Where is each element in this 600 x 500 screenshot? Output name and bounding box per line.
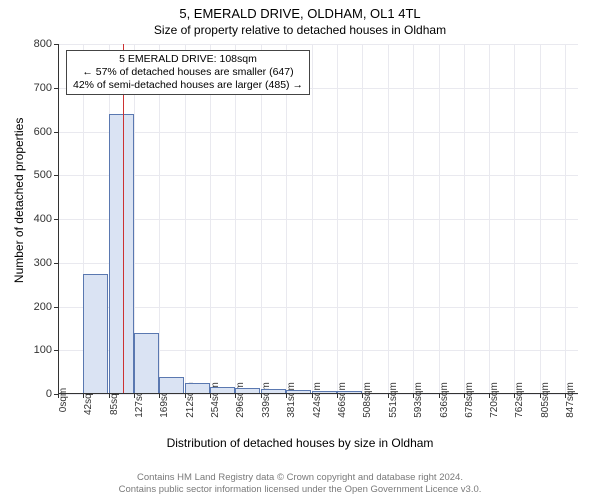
x-tick-label: 381sqm <box>286 382 297 418</box>
x-tick-label: 466sqm <box>337 382 348 418</box>
x-tick-label: 551sqm <box>388 382 399 418</box>
y-tick-label: 100 <box>34 344 52 356</box>
x-tick-label: 678sqm <box>464 382 475 418</box>
x-tick-label: 508sqm <box>362 382 373 418</box>
footer-line-2: Contains public sector information licen… <box>0 484 600 496</box>
x-tick-label: 0sqm <box>58 388 69 412</box>
y-tick-label: 400 <box>34 213 52 225</box>
x-tick-label: 847sqm <box>565 382 576 418</box>
page-title: 5, EMERALD DRIVE, OLDHAM, OL1 4TL <box>0 0 600 21</box>
x-tick-label: 762sqm <box>514 382 525 418</box>
footer-line-1: Contains HM Land Registry data © Crown c… <box>0 472 600 484</box>
page-subtitle: Size of property relative to detached ho… <box>0 21 600 37</box>
chart: 01002003004005006007008000sqm42sqm85sqm1… <box>58 44 578 394</box>
histogram-bar <box>109 114 134 394</box>
property-marker-line <box>123 44 125 394</box>
y-axis-label: Number of detached properties <box>12 118 26 283</box>
info-line-3: 42% of semi-detached houses are larger (… <box>73 79 303 92</box>
x-tick-label: 805sqm <box>540 382 551 418</box>
y-tick-label: 600 <box>34 126 52 138</box>
footer-attribution: Contains HM Land Registry data © Crown c… <box>0 472 600 496</box>
y-tick-label: 800 <box>34 38 52 50</box>
info-line-1: 5 EMERALD DRIVE: 108sqm <box>73 53 303 66</box>
y-tick-label: 200 <box>34 301 52 313</box>
x-tick-label: 636sqm <box>439 382 450 418</box>
x-tick-label: 720sqm <box>489 382 500 418</box>
x-axis-label: Distribution of detached houses by size … <box>0 436 600 450</box>
y-tick-label: 300 <box>34 257 52 269</box>
histogram-bar <box>159 377 184 395</box>
info-line-2: ← 57% of detached houses are smaller (64… <box>73 66 303 79</box>
y-tick-label: 500 <box>34 169 52 181</box>
x-tick-label: 339sqm <box>261 382 272 418</box>
x-tick-label: 424sqm <box>312 382 323 418</box>
info-callout: 5 EMERALD DRIVE: 108sqm← 57% of detached… <box>66 50 310 95</box>
histogram-bar <box>83 274 108 394</box>
y-tick-label: 700 <box>34 82 52 94</box>
histogram-bar <box>134 333 159 394</box>
y-tick-label: 0 <box>46 388 52 400</box>
x-tick-label: 593sqm <box>413 382 424 418</box>
